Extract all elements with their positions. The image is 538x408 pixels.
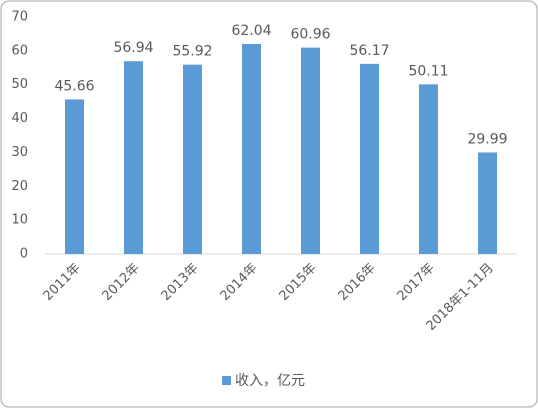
bar — [419, 84, 438, 254]
value-label: 62.04 — [231, 23, 271, 39]
bar — [65, 99, 84, 254]
legend-label: 收入，亿元 — [235, 373, 305, 389]
y-tick-label: 20 — [11, 179, 28, 194]
value-label: 55.92 — [172, 44, 212, 60]
y-tick-label: 40 — [11, 111, 28, 126]
legend-swatch — [222, 376, 231, 385]
value-label: 56.17 — [349, 43, 389, 59]
y-tick-label: 30 — [11, 145, 28, 160]
value-label: 45.66 — [54, 78, 94, 94]
y-tick-label: 70 — [11, 10, 28, 25]
value-label: 50.11 — [408, 63, 448, 79]
value-label: 29.99 — [467, 131, 507, 147]
bar — [242, 43, 261, 254]
bar — [301, 47, 320, 254]
value-label: 60.96 — [290, 27, 330, 43]
bar — [124, 61, 143, 254]
bar — [183, 64, 202, 254]
y-tick-label: 0 — [20, 247, 28, 262]
bar — [478, 152, 497, 254]
y-tick-label: 10 — [11, 213, 28, 228]
y-tick-label: 60 — [11, 43, 28, 58]
y-tick-label: 50 — [11, 77, 28, 92]
bar — [360, 63, 379, 254]
value-label: 56.94 — [113, 40, 153, 56]
